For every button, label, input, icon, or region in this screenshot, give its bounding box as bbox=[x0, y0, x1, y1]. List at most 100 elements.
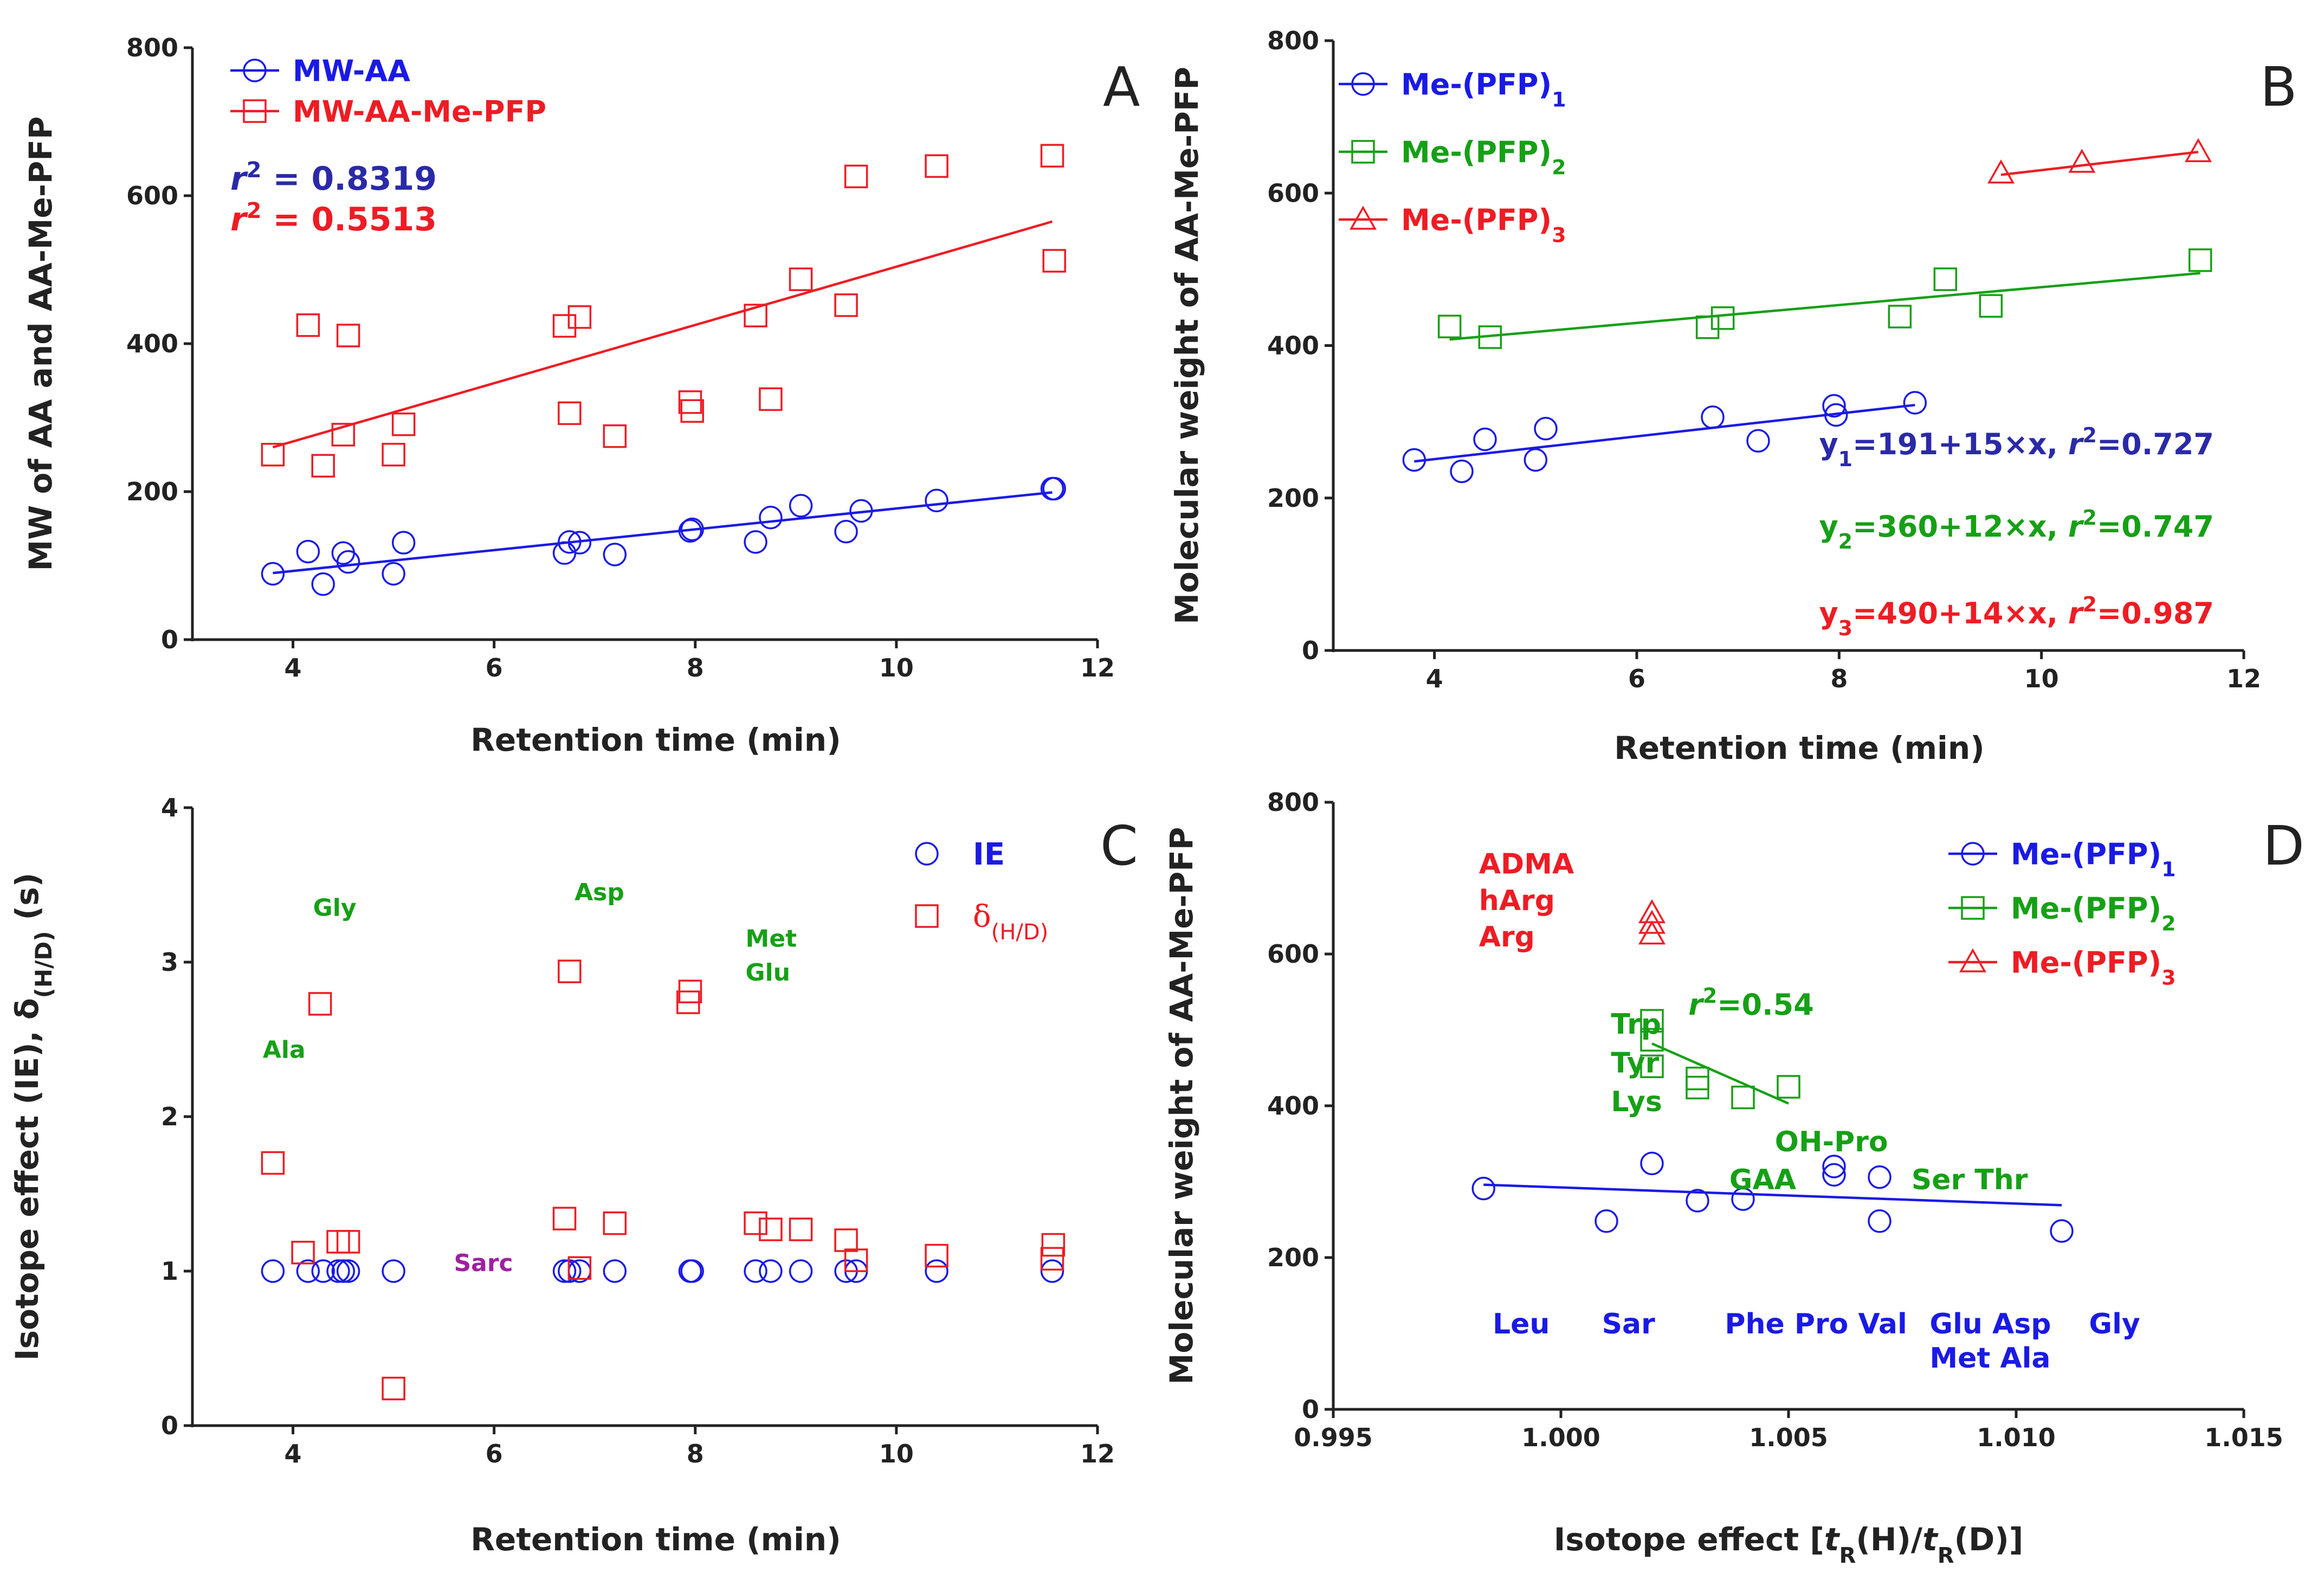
data-point bbox=[1534, 417, 1558, 441]
data-point bbox=[744, 304, 767, 327]
annotation-label: Lys bbox=[1611, 1086, 1662, 1118]
data-point bbox=[336, 1259, 360, 1283]
data-point bbox=[1473, 427, 1497, 452]
data-point bbox=[1710, 306, 1735, 330]
annotation-label: Ser Thr bbox=[1912, 1164, 2028, 1196]
data-point bbox=[1594, 1209, 1618, 1233]
data-point bbox=[1933, 267, 1958, 291]
legend-label: IE bbox=[973, 837, 1005, 872]
data-point bbox=[834, 519, 858, 544]
data-point bbox=[1701, 405, 1725, 429]
y-axis-title: Molecular weight of AA-Me-PFP bbox=[1169, 67, 1205, 624]
annotation-label: Sar bbox=[1602, 1308, 1656, 1340]
panel-c-annotations: Gly Asp Met Glu Ala Sarc bbox=[263, 879, 797, 1277]
y-axis-title: Isotope effect (IE), δ(H/D) (s) bbox=[9, 873, 57, 1361]
annotation-label: Leu bbox=[1493, 1308, 1550, 1340]
legend-marker bbox=[1959, 948, 1986, 972]
data-point bbox=[391, 413, 416, 436]
legend-marker bbox=[915, 842, 939, 866]
annotation-label: Glu Asp bbox=[1929, 1308, 2051, 1340]
y-tick-label: 200 bbox=[126, 477, 178, 506]
annotation-label: Gly bbox=[2089, 1308, 2140, 1340]
data-point bbox=[1686, 1189, 1709, 1213]
data-point bbox=[925, 488, 948, 513]
data-point bbox=[296, 1259, 320, 1283]
panel-c-series-2 bbox=[261, 959, 1066, 1401]
data-point bbox=[1903, 391, 1927, 415]
data-point bbox=[558, 959, 582, 983]
legend-label: Me-(PFP)3 bbox=[1401, 203, 1566, 247]
data-point bbox=[382, 1259, 405, 1283]
y-axis-title: Molecular weight of AA-Me-PFP bbox=[1163, 827, 1200, 1385]
panel-a-series-1 bbox=[261, 476, 1066, 596]
data-point bbox=[261, 443, 285, 467]
data-point bbox=[331, 423, 356, 447]
data-point bbox=[678, 979, 702, 1003]
x-tick-label: 12 bbox=[1080, 653, 1115, 682]
legend-marker bbox=[1351, 140, 1375, 164]
data-point bbox=[1822, 1155, 1846, 1178]
data-point bbox=[603, 543, 627, 566]
r-squared-label: r2=0.54 bbox=[1688, 984, 1814, 1022]
data-point bbox=[1777, 1075, 1800, 1099]
data-point bbox=[1041, 1233, 1066, 1257]
panel-b-series-3 bbox=[1987, 138, 2212, 184]
annotation-label: Arg bbox=[1479, 921, 1535, 953]
legend-label: Me-(PFP)2 bbox=[2011, 891, 2176, 935]
panel-d-legend: Me-(PFP)1 Me-(PFP)2 Me-(PFP)3 bbox=[1948, 837, 2176, 989]
data-point bbox=[678, 390, 702, 414]
data-point bbox=[382, 562, 405, 586]
panel-c-series-1 bbox=[261, 1259, 1064, 1283]
annotation-label: Met Ala bbox=[1929, 1342, 2050, 1375]
data-point bbox=[1523, 448, 1548, 472]
x-tick-label: 10 bbox=[879, 653, 914, 682]
data-point bbox=[336, 550, 360, 574]
y-tick-label: 200 bbox=[1267, 1243, 1319, 1272]
x-tick-label: 1.005 bbox=[1749, 1423, 1828, 1452]
data-point bbox=[552, 1207, 577, 1230]
legend-label: MW-AA bbox=[293, 54, 410, 88]
legend-marker bbox=[1961, 842, 1985, 866]
data-point bbox=[603, 424, 627, 448]
data-point bbox=[1437, 314, 1462, 339]
data-point bbox=[311, 572, 335, 596]
data-point bbox=[1042, 476, 1066, 501]
data-point bbox=[261, 1259, 285, 1283]
y-tick-label: 800 bbox=[1267, 26, 1319, 55]
data-point bbox=[1640, 1151, 1664, 1176]
data-point bbox=[849, 499, 873, 523]
data-point bbox=[1822, 394, 1846, 418]
data-point bbox=[567, 1256, 592, 1280]
data-point bbox=[1640, 1028, 1664, 1052]
y-tick-label: 600 bbox=[1267, 178, 1319, 208]
data-point bbox=[1638, 899, 1665, 924]
annotation-label: Trp bbox=[1611, 1008, 1661, 1041]
y-tick-label: 800 bbox=[1267, 788, 1319, 817]
data-point bbox=[759, 1217, 783, 1241]
data-point bbox=[1640, 1009, 1664, 1033]
y-tick-label: 400 bbox=[126, 329, 178, 358]
legend-marker bbox=[243, 59, 267, 82]
y-axis-title: MW of AA and AA-Me-PFP bbox=[22, 117, 59, 571]
fit-line bbox=[1414, 403, 1915, 463]
data-point bbox=[1471, 1176, 1495, 1201]
x-tick-label: 4 bbox=[1426, 664, 1443, 693]
data-point bbox=[744, 1259, 767, 1283]
panel-a-legend: MW-AA MW-AA-Me-PFP bbox=[230, 54, 546, 128]
data-point bbox=[331, 1259, 356, 1283]
data-point bbox=[1402, 448, 1426, 472]
data-point bbox=[1040, 144, 1064, 168]
x-tick-label: 1.010 bbox=[1977, 1423, 2056, 1452]
legend-marker bbox=[243, 99, 267, 123]
annotation-label: ADMA bbox=[1479, 848, 1574, 881]
y-tick-label: 400 bbox=[1267, 331, 1319, 360]
data-point bbox=[1987, 159, 2015, 184]
data-point bbox=[925, 1259, 948, 1283]
x-tick-label: 4 bbox=[285, 653, 302, 682]
x-tick-label: 0.995 bbox=[1294, 1423, 1373, 1452]
x-tick-label: 1.015 bbox=[2204, 1423, 2283, 1452]
annotation-label: GAA bbox=[1729, 1164, 1796, 1196]
data-point bbox=[1686, 1075, 1709, 1100]
